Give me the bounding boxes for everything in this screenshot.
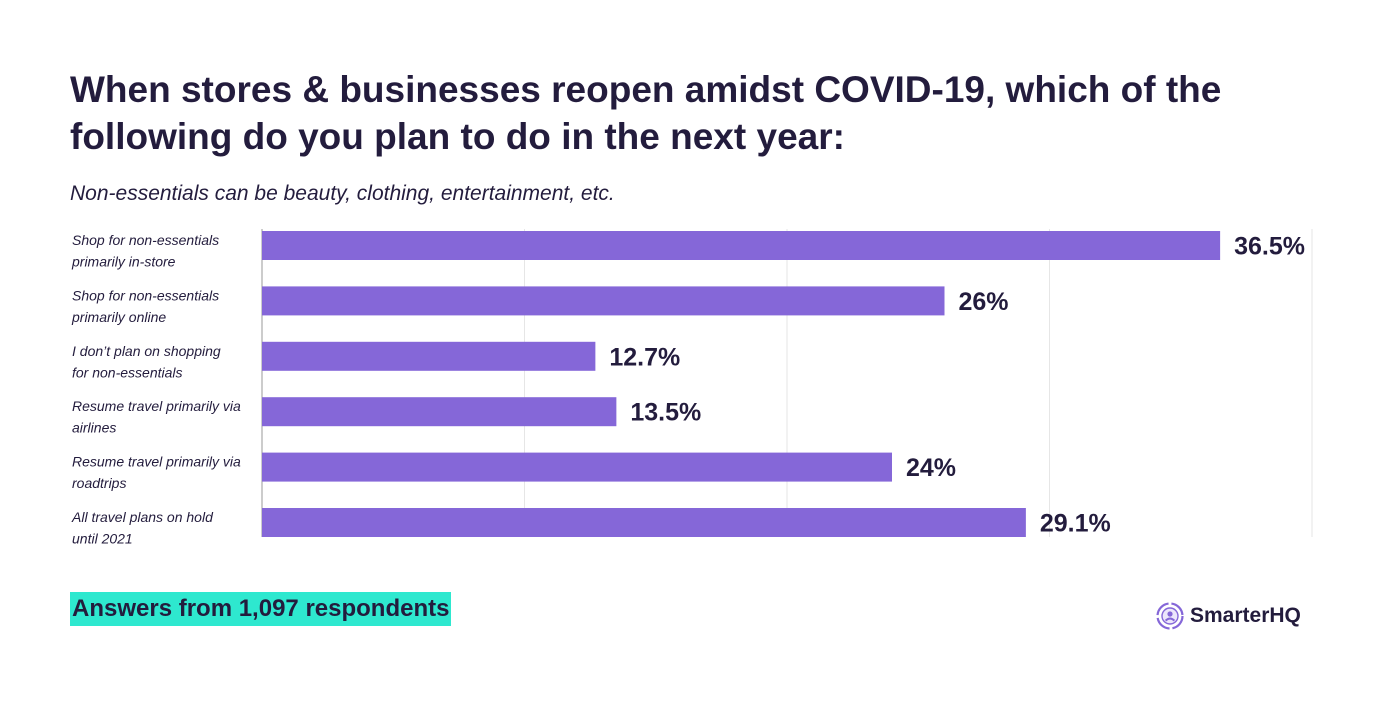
brand-name: SmarterHQ bbox=[1190, 604, 1301, 627]
category-label: until 2021 bbox=[72, 531, 133, 547]
bar bbox=[262, 452, 892, 482]
value-label: 36.5% bbox=[1234, 233, 1305, 261]
bars bbox=[262, 231, 1221, 537]
category-label: roadtrips bbox=[72, 475, 126, 491]
value-label: 24% bbox=[906, 454, 956, 482]
category-labels: Shop for non-essentials primarily in-stor… bbox=[71, 232, 241, 547]
category-label: airlines bbox=[72, 420, 116, 436]
respondents-note: Answers from 1,097 respondents bbox=[70, 592, 452, 626]
category-label: Resume travel primarily via bbox=[72, 398, 241, 414]
bar bbox=[262, 341, 596, 371]
brand: SmarterHQ bbox=[1156, 600, 1301, 632]
category-label: Shop for non-essentials bbox=[72, 232, 219, 248]
bar bbox=[262, 231, 1221, 260]
category-label: for non-essentials bbox=[72, 364, 183, 380]
chart-subtitle: Non-essentials can be beauty, clothing, … bbox=[70, 182, 615, 205]
smarterhq-logo-icon bbox=[1156, 602, 1184, 630]
category-label: Resume travel primarily via bbox=[72, 454, 241, 470]
value-label: 29.1% bbox=[1040, 510, 1111, 538]
bar bbox=[262, 397, 617, 427]
bar bbox=[262, 286, 945, 316]
gridlines bbox=[261, 229, 1313, 537]
category-label: Shop for non-essentials bbox=[72, 287, 219, 303]
category-label: primarily online bbox=[71, 309, 166, 325]
value-labels: 36.5% 26% 12.7% 13.5% 24% 29.1% bbox=[609, 233, 1305, 538]
category-label: I don’t plan on shopping bbox=[72, 343, 221, 359]
value-label: 13.5% bbox=[630, 399, 701, 427]
value-label: 12.7% bbox=[609, 343, 680, 371]
category-label: primarily in-store bbox=[71, 254, 176, 270]
category-label: All travel plans on hold bbox=[71, 509, 214, 525]
value-label: 26% bbox=[959, 288, 1009, 316]
bar bbox=[262, 508, 1026, 537]
chart-title: When stores & businesses reopen amidst C… bbox=[70, 69, 1222, 157]
